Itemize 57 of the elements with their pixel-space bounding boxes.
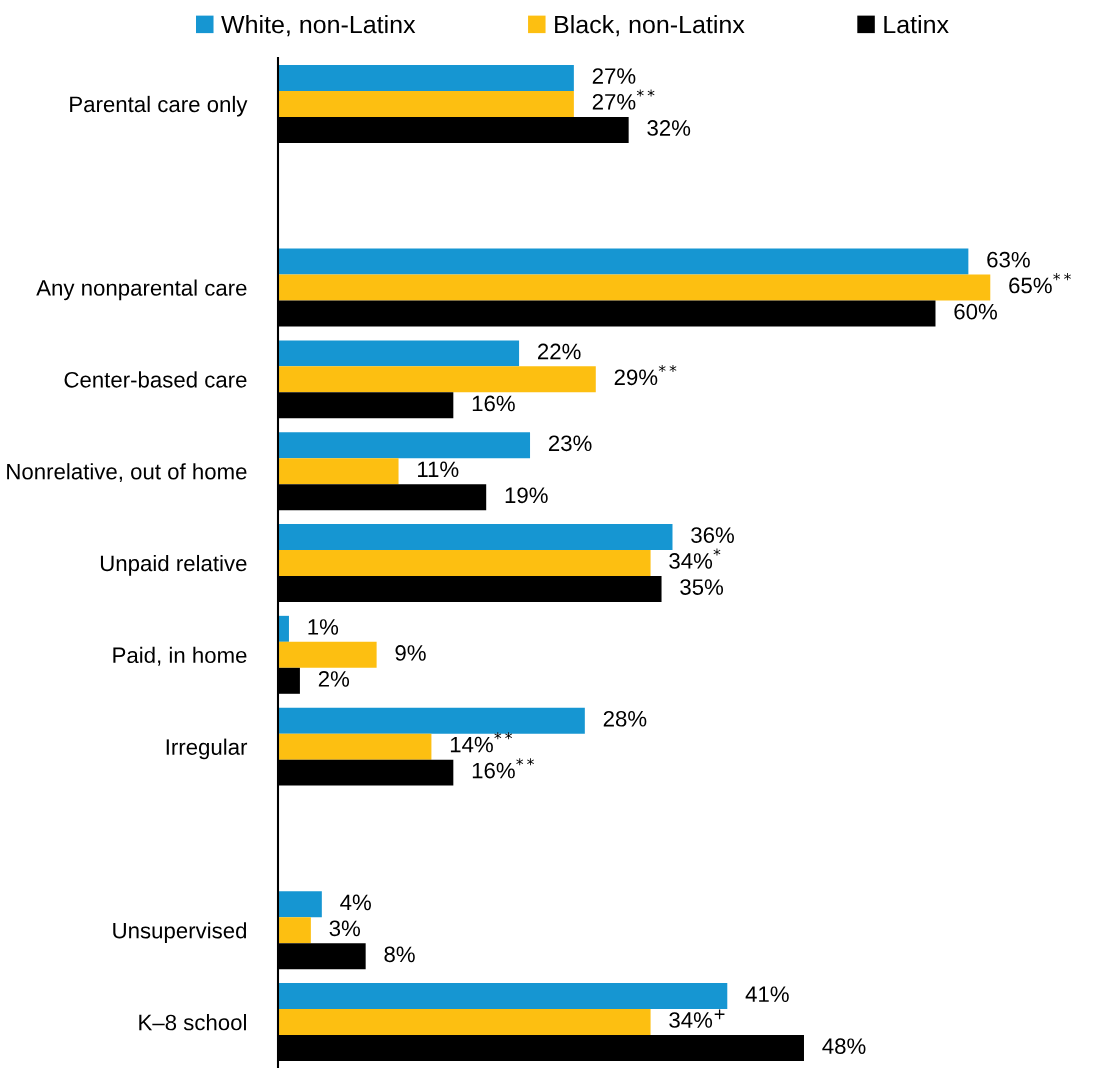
bar: [278, 891, 322, 918]
data-label: 27%$^{**}$: [592, 89, 655, 110]
data-label: 36%: [691, 527, 734, 543]
data-label: 29%$^{**}$: [614, 364, 677, 386]
data-label: 34%$^{+}$: [669, 1009, 725, 1028]
data-label: 1%: [308, 619, 339, 635]
bar: [278, 615, 289, 642]
data-label: 34%$^{*}$: [669, 548, 721, 569]
y-tick-label: Parental care only: [70, 95, 248, 117]
bar: [278, 90, 574, 117]
y-tick-label: Any nonparental care: [36, 279, 247, 301]
data-label: 22%: [538, 343, 581, 360]
data-label: 9%: [395, 645, 426, 661]
y-tick-label: Center-based care: [64, 371, 247, 388]
data-label: 48%: [822, 1038, 866, 1055]
data-label: 41%: [745, 986, 789, 1002]
data-label: 60%: [954, 303, 997, 320]
bar: [278, 458, 399, 485]
data-label: 27%: [592, 68, 636, 84]
bar: [278, 524, 673, 551]
data-label: 16%: [472, 395, 515, 412]
bar: [278, 248, 969, 275]
y-tick-label: Irregular: [166, 738, 248, 760]
data-label: 3%: [329, 920, 361, 937]
data-label: 32%: [647, 120, 691, 136]
data-label: 16%$^{**}$: [472, 758, 534, 779]
y-tick-label: Unpaid relative: [100, 554, 247, 576]
data-label: 19%: [505, 487, 548, 504]
data-label: 2%: [318, 671, 350, 687]
y-tick-label: K–8 school: [139, 1014, 246, 1031]
bar: [278, 340, 520, 367]
bar: [278, 733, 432, 760]
data-label: 23%: [548, 435, 592, 452]
data-label: 28%: [603, 710, 647, 727]
legend-label: Latinx: [884, 15, 949, 34]
legend-label: Black, non-Latinx: [555, 15, 745, 37]
bar: [278, 917, 311, 944]
data-label: 11%: [418, 461, 459, 478]
data-label: 65%$^{**}$: [1009, 273, 1071, 294]
bar: [278, 432, 531, 459]
bar: [278, 274, 991, 301]
data-label: 8%: [384, 946, 415, 963]
y-tick-label: Unsupervised: [113, 922, 247, 943]
bar: [278, 707, 585, 734]
bar: [278, 1009, 651, 1036]
bar: [278, 641, 377, 668]
data-label: 14%$^{**}$: [450, 732, 513, 753]
bar: [278, 366, 596, 393]
y-tick-label: Nonrelative, out of home: [7, 463, 247, 483]
bar: [278, 983, 728, 1010]
data-label: 4%: [340, 894, 371, 911]
data-label: 35%: [680, 579, 724, 595]
legend-label: White, non-Latinx: [221, 15, 416, 37]
bar: [278, 64, 574, 91]
data-label: 63%: [987, 251, 1030, 268]
y-tick-label: Paid, in home: [113, 646, 247, 666]
bar: [278, 550, 651, 576]
